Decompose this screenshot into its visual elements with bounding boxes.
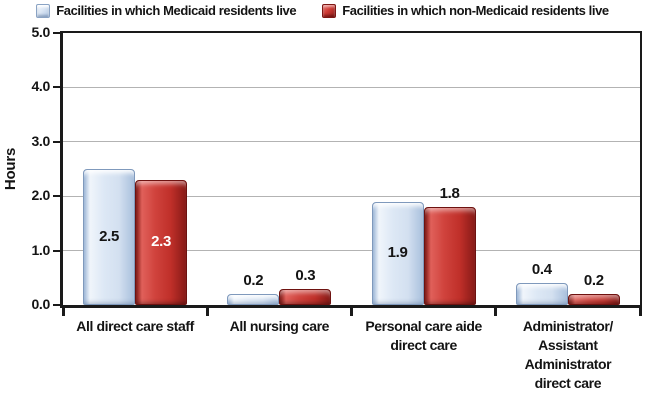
- y-tick-mark: [53, 86, 60, 89]
- x-tick-mark: [61, 308, 65, 316]
- bar-medicaid-3: [515, 283, 568, 305]
- bar-non-medicaid-3: [567, 294, 620, 305]
- y-tick-label: 0.0: [31, 296, 50, 312]
- bar-medicaid-1: [227, 294, 280, 305]
- bar-medicaid-2: [371, 201, 424, 305]
- gridline: [63, 250, 640, 252]
- y-tick-mark: [53, 140, 60, 143]
- legend-swatch-non-medicaid-icon: [322, 3, 337, 18]
- y-tick-mark: [53, 32, 60, 34]
- y-tick-mark: [53, 195, 60, 198]
- data-label: 1.9: [387, 244, 408, 262]
- gridline: [63, 195, 640, 197]
- data-label: 0.3: [295, 266, 316, 284]
- x-tick-mark: [205, 308, 209, 316]
- x-tick-mark: [638, 308, 642, 316]
- x-tick-mark: [494, 308, 498, 316]
- x-tick-mark: [350, 308, 353, 316]
- legend-label-medicaid: Facilities in which Medicaid residents l…: [56, 3, 297, 18]
- legend-item-medicaid: Facilities in which Medicaid residents l…: [36, 3, 297, 18]
- bar-non-medicaid-0: [135, 179, 188, 305]
- y-axis-title: Hours: [2, 147, 19, 191]
- data-label: 0.2: [583, 272, 604, 290]
- data-label: 1.8: [439, 185, 460, 203]
- category-label: All direct care staff: [76, 318, 194, 334]
- data-label: 2.3: [151, 233, 172, 251]
- legend-item-non-medicaid: Facilities in which non-Medicaid residen…: [322, 3, 609, 18]
- data-label: 2.5: [99, 228, 120, 245]
- data-label: 0.2: [243, 272, 264, 290]
- y-tick-label: 5.0: [31, 24, 50, 40]
- category-label: All nursing care: [229, 318, 330, 334]
- bar-non-medicaid-2: [423, 207, 476, 305]
- y-tick-mark: [53, 249, 60, 252]
- gridline: [63, 141, 640, 143]
- gridline: [63, 86, 640, 88]
- bar-medicaid-0: [83, 169, 136, 305]
- data-label: 0.4: [531, 261, 552, 279]
- plot-area: 2.5 0.2 1.9 0.4 2.3 0.3 1.8 0.2: [60, 31, 642, 308]
- y-tick-label: 1.0: [31, 241, 50, 258]
- y-tick-label: 3.0: [31, 132, 50, 149]
- category-label: Administrator/ Assistant Administrator d…: [522, 318, 613, 391]
- category-label: Personal care aide direct care: [365, 318, 482, 353]
- legend: Facilities in which Medicaid residents l…: [0, 3, 645, 18]
- y-tick-mark: [53, 304, 60, 306]
- y-tick-label: 2.0: [31, 187, 50, 204]
- y-tick-label: 4.0: [31, 78, 50, 95]
- bar-non-medicaid-1: [279, 288, 332, 305]
- legend-swatch-medicaid-icon: [36, 3, 51, 18]
- legend-label-non-medicaid: Facilities in which non-Medicaid residen…: [342, 3, 609, 18]
